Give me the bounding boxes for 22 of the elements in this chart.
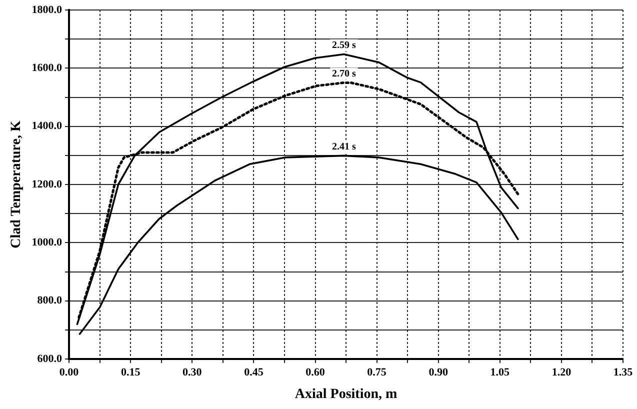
x-tick-label: 1.20: [552, 366, 572, 378]
x-axis-title: Axial Position, m: [294, 387, 398, 402]
x-tick-label: 0.75: [367, 366, 387, 378]
series-label: 2.41 s: [332, 141, 356, 152]
x-tick-label: 0.15: [120, 366, 141, 378]
y-tick-label: 1800.0: [32, 4, 63, 16]
y-tick-label: 1400.0: [32, 120, 63, 132]
x-tick-label: 0.45: [244, 366, 264, 378]
y-tick-label: 600.0: [37, 352, 63, 365]
x-tick-label: 1.35: [613, 366, 634, 378]
x-tick-label: 0.60: [306, 366, 326, 378]
y-tick-label: 800.0: [37, 294, 63, 307]
x-tick-label: 0.00: [59, 366, 80, 378]
x-tick-label: 0.90: [428, 366, 448, 378]
x-tick-label: 1.05: [490, 366, 510, 378]
y-tick-label: 1600.0: [32, 62, 63, 74]
series-label: 2.59 s: [332, 40, 356, 51]
series-label: 2.70 s: [332, 68, 356, 80]
x-tick-label: 0.30: [182, 366, 202, 378]
y-tick-label: 1200.0: [32, 178, 63, 190]
y-axis-title: Clad Temperature, K: [9, 120, 24, 248]
y-tick-label: 1000.0: [32, 236, 63, 249]
